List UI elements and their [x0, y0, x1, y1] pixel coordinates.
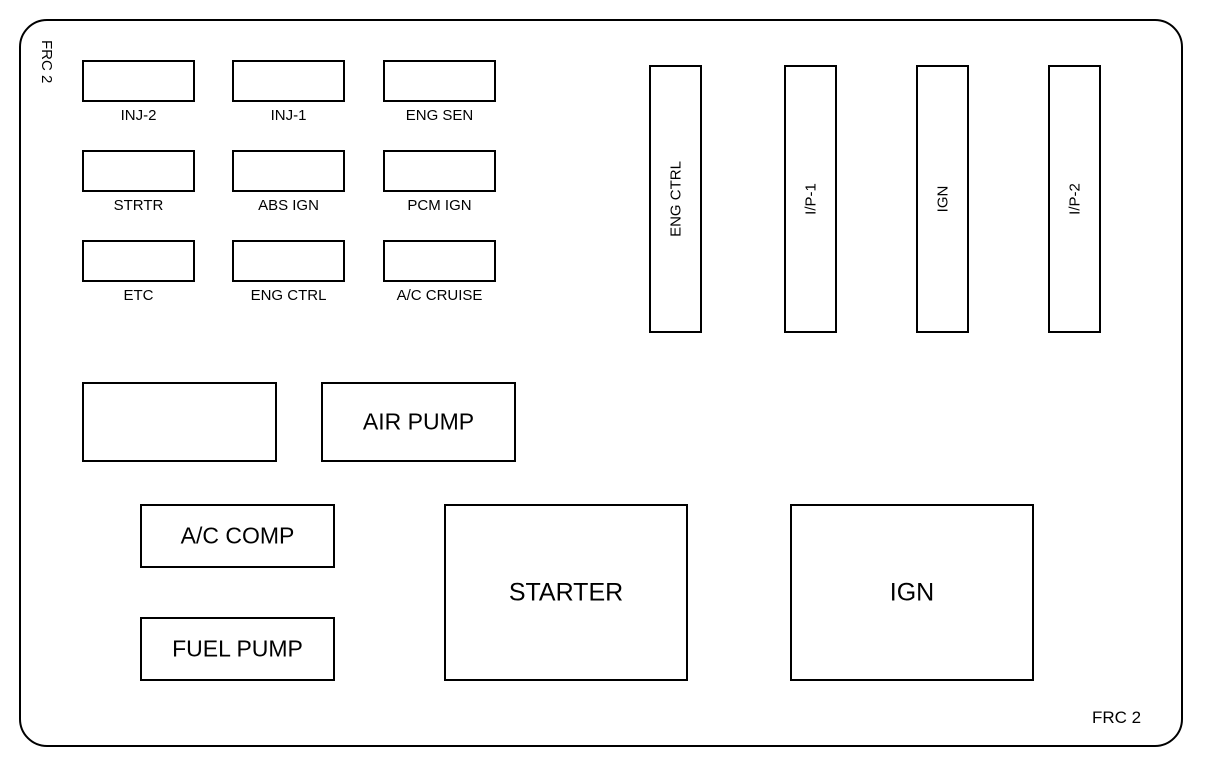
panel-id-left: FRC 2	[38, 40, 55, 83]
small-fuse	[232, 240, 345, 282]
relay-ign-label: IGN	[890, 578, 934, 607]
small-fuse-label: PCM IGN	[407, 197, 471, 214]
small-fuse-label: INJ-2	[121, 107, 157, 124]
small-fuse	[383, 240, 496, 282]
relay-air-pump-label: AIR PUMP	[363, 409, 474, 436]
small-fuse	[82, 150, 195, 192]
small-fuse-label: ENG CTRL	[251, 287, 327, 304]
relay-ac-comp-label: A/C COMP	[181, 523, 295, 550]
small-fuse-label: ENG SEN	[406, 107, 474, 124]
relay-ac-comp: A/C COMP	[140, 504, 335, 568]
small-fuse	[82, 240, 195, 282]
small-fuse-label: ETC	[124, 287, 154, 304]
vertical-fuse-label: IGN	[934, 186, 951, 213]
relay-starter-label: STARTER	[509, 578, 623, 607]
relay-empty	[82, 382, 277, 462]
relay-starter: STARTER	[444, 504, 688, 681]
small-fuse-label: A/C CRUISE	[397, 287, 483, 304]
small-fuse	[383, 150, 496, 192]
panel-id-right: FRC 2	[1092, 708, 1141, 728]
vertical-fuse-label: I/P-2	[1066, 183, 1083, 215]
small-fuse-label: ABS IGN	[258, 197, 319, 214]
relay-air-pump: AIR PUMP	[321, 382, 516, 462]
vertical-fuse: I/P-1	[784, 65, 837, 333]
vertical-fuse: ENG CTRL	[649, 65, 702, 333]
relay-fuel-pump-label: FUEL PUMP	[172, 636, 303, 663]
vertical-fuse: I/P-2	[1048, 65, 1101, 333]
vertical-fuse-label: I/P-1	[802, 183, 819, 215]
small-fuse-label: INJ-1	[271, 107, 307, 124]
relay-fuel-pump: FUEL PUMP	[140, 617, 335, 681]
small-fuse	[232, 150, 345, 192]
small-fuse	[383, 60, 496, 102]
vertical-fuse-label: ENG CTRL	[667, 161, 684, 237]
vertical-fuse: IGN	[916, 65, 969, 333]
relay-ign: IGN	[790, 504, 1034, 681]
small-fuse	[232, 60, 345, 102]
small-fuse	[82, 60, 195, 102]
small-fuse-label: STRTR	[114, 197, 164, 214]
